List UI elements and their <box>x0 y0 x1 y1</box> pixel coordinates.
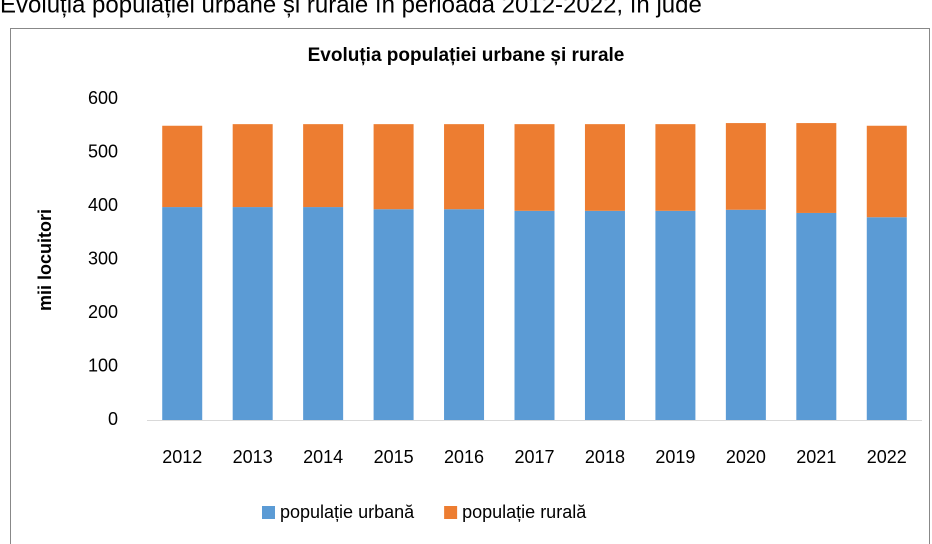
x-tick-label: 2015 <box>374 447 414 467</box>
y-tick-label: 600 <box>88 88 118 108</box>
legend-label: populație urbană <box>280 502 415 522</box>
x-tick-label: 2019 <box>655 447 695 467</box>
y-tick-label: 100 <box>88 355 118 375</box>
bar-segment <box>232 124 273 208</box>
legend-swatch <box>444 506 458 519</box>
x-tick-label: 2013 <box>233 447 273 467</box>
bar-segment <box>866 125 907 218</box>
bar-segment <box>303 124 344 208</box>
bar-segment <box>444 209 485 420</box>
bar-segment <box>444 124 485 210</box>
bar-segment <box>725 209 766 420</box>
bar-segment <box>866 217 907 420</box>
x-tick-label: 2021 <box>796 447 836 467</box>
x-tick-label: 2014 <box>303 447 343 467</box>
bar-segment <box>796 212 837 420</box>
x-tick-label: 2017 <box>514 447 554 467</box>
bar-segment <box>725 123 766 210</box>
bar-segment <box>655 210 696 420</box>
x-tick-label: 2012 <box>162 447 202 467</box>
bar-segment <box>514 124 555 211</box>
bar-segment <box>584 210 625 420</box>
legend-label: populație rurală <box>462 502 587 522</box>
y-tick-label: 200 <box>88 302 118 322</box>
bar-segment <box>373 124 414 210</box>
y-axis-label: mii locuitori <box>35 209 55 311</box>
bar-segment <box>655 124 696 211</box>
x-tick-label: 2016 <box>444 447 484 467</box>
y-tick-label: 0 <box>108 409 118 429</box>
bar-segment <box>514 210 555 420</box>
bar-segment <box>232 207 273 420</box>
y-tick-label: 500 <box>88 141 118 161</box>
x-tick-label: 2018 <box>585 447 625 467</box>
bar-segment <box>162 125 203 208</box>
bar-segment <box>584 124 625 211</box>
bar-segment <box>373 209 414 420</box>
chart-title: Evoluția populației urbane și rurale <box>308 45 625 66</box>
bar-segment <box>796 123 837 213</box>
legend-swatch <box>262 506 275 519</box>
x-tick-label: 2022 <box>867 447 907 467</box>
heading: Evoluția populației urbane și rurale în … <box>0 0 702 18</box>
y-tick-label: 400 <box>88 195 118 215</box>
x-tick-label: 2020 <box>726 447 766 467</box>
bar-segment <box>303 207 344 420</box>
y-tick-label: 300 <box>88 248 118 268</box>
bar-segment <box>162 207 203 420</box>
